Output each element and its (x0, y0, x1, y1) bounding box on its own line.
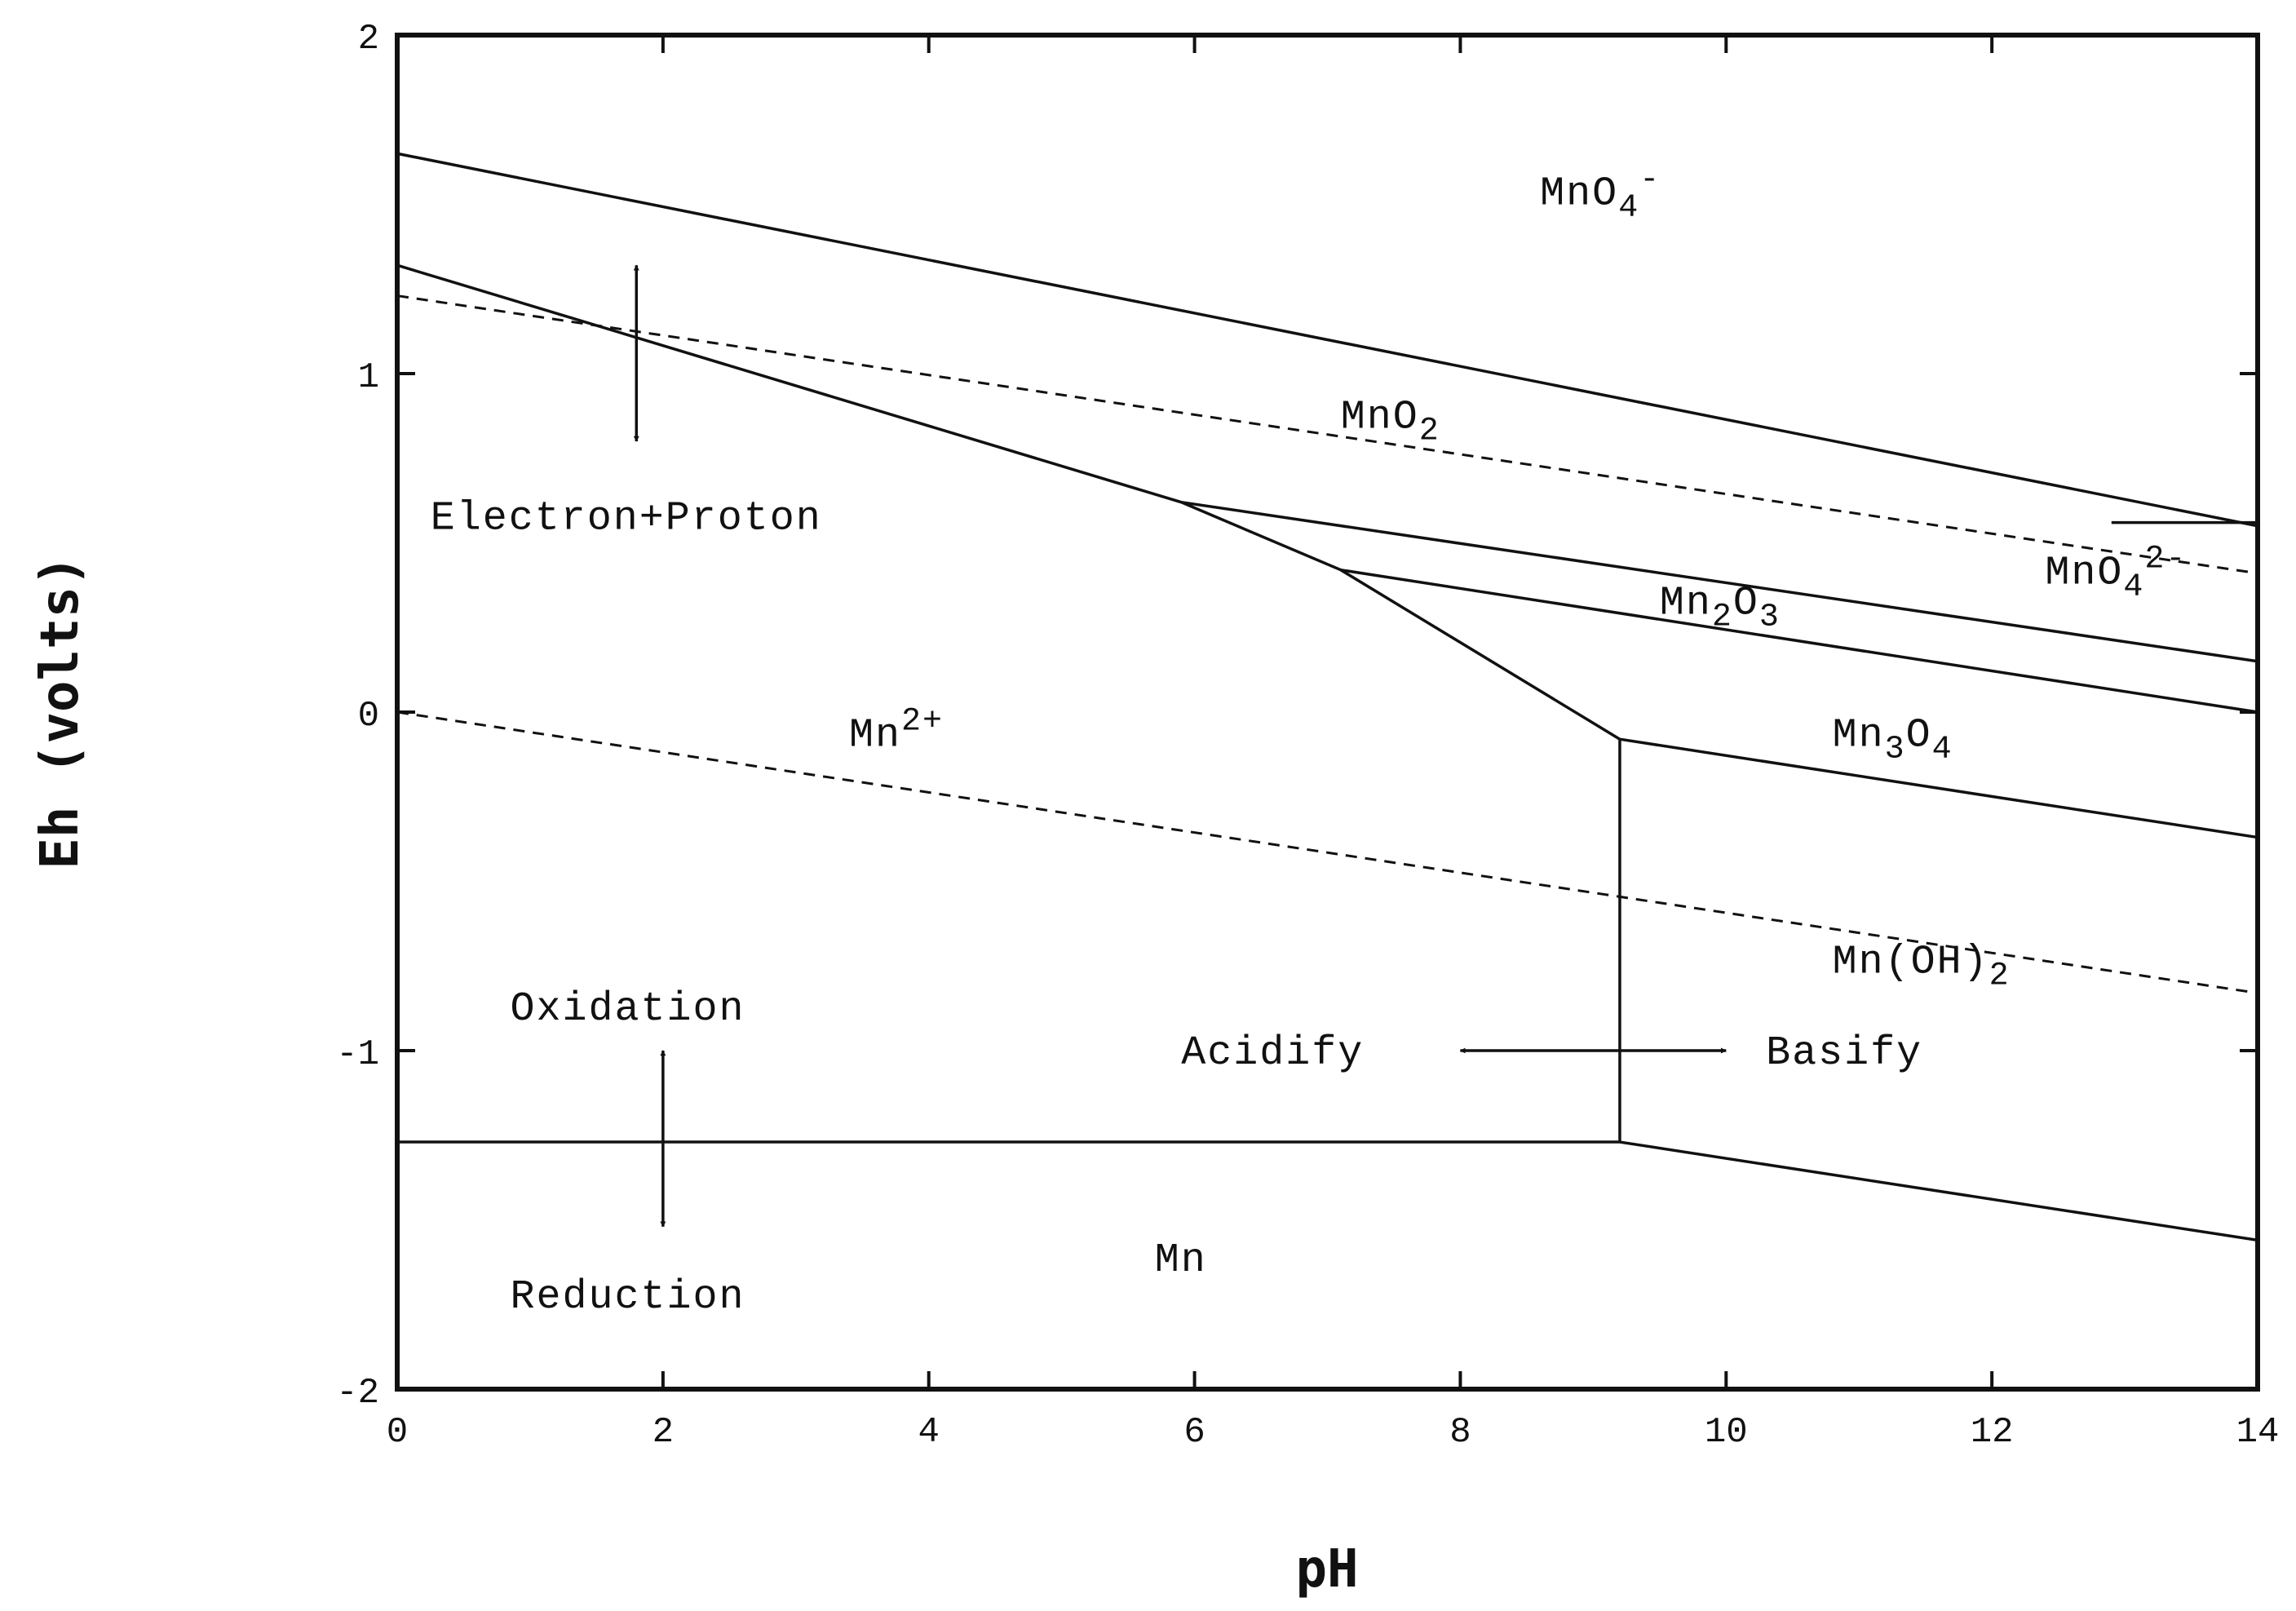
boundary-line (396, 152, 2258, 528)
y-tick-label: 1 (358, 357, 379, 398)
boundary-line (1340, 568, 2258, 714)
annotation-label: Reduction (510, 1274, 745, 1321)
y-tick-label: -1 (336, 1034, 379, 1075)
x-tick-label: 12 (1971, 1412, 2014, 1453)
region-label: MnO2 (1341, 394, 1440, 449)
plot-frame (395, 33, 2260, 1392)
x-tick-label: 6 (1183, 1412, 1205, 1453)
boundary-line (1619, 1140, 2258, 1242)
region-labels: MnO4- MnO2 MnO42- Mn2O3 Mn2+ Mn3O4 Mn(OH)2 Mn (849, 162, 2187, 1284)
y-axis-title: Eh (volts) (30, 555, 91, 869)
region-label: MnO42- (2045, 541, 2187, 605)
region-label: Mn (1155, 1237, 1207, 1284)
region-label: MnO4- (1540, 162, 1661, 227)
boundary-lines (396, 152, 2258, 1242)
boundary-line (1619, 737, 2258, 839)
x-tick-label: 8 (1449, 1412, 1471, 1453)
region-label: Mn2O3 (1660, 581, 1781, 636)
x-tick-label: 4 (918, 1412, 940, 1453)
annotation-labels: Electron+Proton Oxidation Reduction Acidify… (431, 495, 1922, 1321)
annotation-label: Acidify (1181, 1030, 1364, 1077)
region-label: Mn3O4 (1833, 713, 1953, 768)
annotation-label: Electron+Proton (431, 495, 822, 542)
water-stability-line (396, 710, 2258, 994)
x-tick-label: 2 (653, 1412, 674, 1453)
annotation-label: Basify (1766, 1030, 1922, 1077)
x-axis-title: pH (1295, 1539, 1358, 1600)
y-tick-label: 2 (358, 19, 379, 60)
annotation-arrows (633, 264, 1727, 1228)
region-label: Mn(OH)2 (1833, 940, 2011, 995)
annotation-label: Oxidation (510, 986, 745, 1033)
water-stability-line (396, 294, 2258, 575)
x-tick-label: 0 (387, 1412, 408, 1453)
x-tick-label: 10 (1705, 1412, 1748, 1453)
x-tick-label: 14 (2236, 1412, 2280, 1453)
y-tick-label: 0 (358, 696, 379, 737)
y-tick-label: -2 (336, 1373, 379, 1414)
boundary-line (1181, 500, 2258, 663)
region-label: Mn2+ (849, 704, 944, 759)
boundary-line (396, 263, 1621, 741)
